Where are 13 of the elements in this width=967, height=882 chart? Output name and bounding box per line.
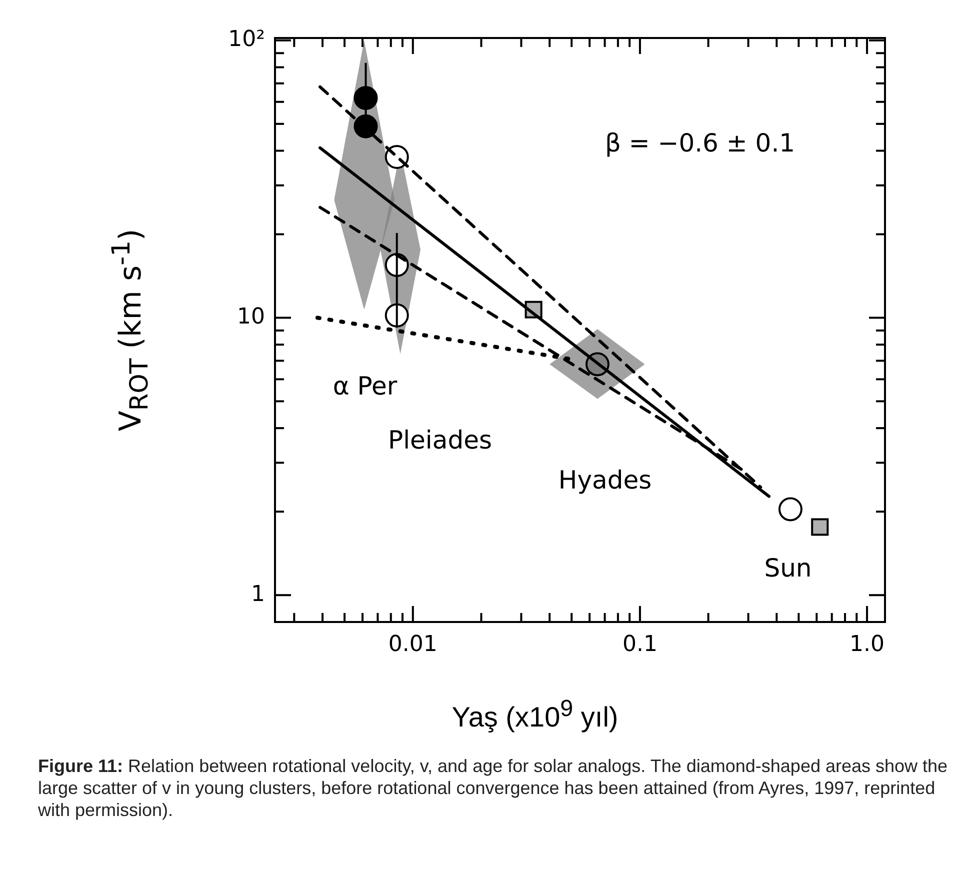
annotation: β = −0.6 ± 0.1 bbox=[604, 128, 796, 158]
x-tick-label: 1.0 bbox=[850, 632, 885, 657]
y-tick-label: 10² bbox=[228, 27, 265, 52]
annotation: Sun bbox=[764, 554, 812, 582]
y-tick-label: 1 bbox=[251, 582, 265, 607]
annotation: Hyades bbox=[558, 466, 652, 494]
x-tick-label: 0.01 bbox=[388, 632, 438, 657]
x-axis-title: Yaş (x10$^{9}$ yıl) bbox=[450, 695, 620, 734]
annotation: Pleiades bbox=[388, 426, 492, 454]
caption: Figure 11: Relation between rotational velocity, v, and age for solar analogs. The diamond-shaped areas show the large scatter of v in young clusters, before rotational convergence has been attained (from Ayres, 1997, reprinted with permission). bbox=[38, 755, 949, 821]
annotation: α Per bbox=[332, 372, 398, 400]
x-tick-label: 0.1 bbox=[622, 632, 658, 657]
y-tick-label: 10 bbox=[237, 304, 265, 330]
